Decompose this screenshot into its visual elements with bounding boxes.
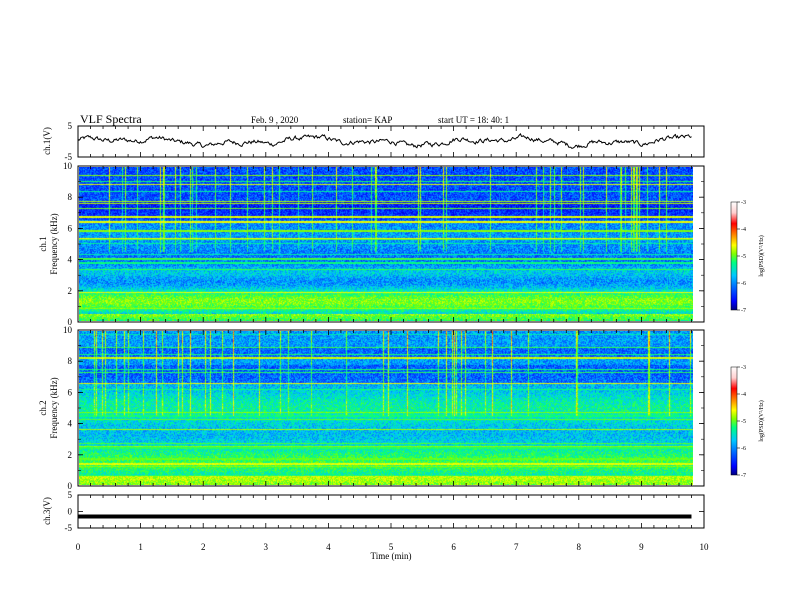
ch1-colorbar-label: log(PSD)(V²/Hz) (758, 235, 765, 276)
ch1-freq-tick-label: 10 (63, 161, 73, 171)
ch1-waveform-line (77, 133, 692, 149)
ch1-y-axis-label: ch.1(V) (42, 127, 52, 155)
x-tick-label: 1 (138, 542, 143, 552)
ch1-spectrogram-channel-label: ch.1 (38, 236, 48, 251)
ch2-colorbar-tick-label: -7 (741, 473, 746, 479)
ch1-freq-tick-label: 8 (68, 192, 73, 202)
figure-title: VLF Spectra (80, 112, 142, 126)
x-tick-label: 3 (264, 542, 269, 552)
station-label: station= KAP (343, 115, 393, 125)
ch2-freq-tick-label: 2 (68, 450, 73, 460)
x-axis-label: Time (min) (371, 551, 412, 561)
ch2-colorbar-tick-label: -3 (741, 365, 746, 371)
x-tick-label: 10 (700, 542, 710, 552)
x-tick-label: 0 (76, 542, 81, 552)
x-tick-label: 7 (514, 542, 519, 552)
ch2-colorbar (730, 366, 738, 476)
ch1-colorbar-tick-label: -7 (741, 308, 746, 314)
ch1-freq-tick-label: 0 (68, 317, 73, 327)
ch2-freq-tick-label: 8 (68, 356, 73, 366)
ch1-colorbar-tick-label: -3 (741, 200, 746, 206)
ch1-freq-tick-label: 4 (68, 255, 73, 265)
ch1-y-tick-label: -5 (65, 152, 73, 162)
ch2-colorbar-label: log(PSD)(V²/Hz) (758, 400, 765, 441)
ch2-freq-tick-label: 6 (68, 387, 73, 397)
ch1-colorbar-tick-label: -6 (741, 281, 746, 287)
ch2-spectrogram-channel-label: ch.2 (38, 400, 48, 415)
x-tick-label: 8 (577, 542, 582, 552)
x-tick-label: 4 (326, 542, 331, 552)
ch1-freq-tick-label: 6 (68, 223, 73, 233)
date-label: Feb. 9 , 2020 (251, 115, 299, 125)
ch2-colorbar-tick-label: -4 (741, 392, 746, 398)
ch2-freq-tick-label: 10 (63, 325, 73, 335)
ch2-spectrogram (79, 331, 693, 485)
ch1-colorbar-tick-label: -5 (741, 254, 746, 260)
start-time-label: start UT = 18: 40: 1 (438, 115, 510, 125)
ch1-colorbar (730, 201, 738, 311)
ch3-y-tick-label: 0 (68, 507, 73, 517)
ch1-y-tick-label: 5 (68, 121, 73, 131)
ch1-freq-tick-label: 2 (68, 286, 73, 296)
x-tick-label: 9 (639, 542, 644, 552)
ch3-y-tick-label: -5 (65, 523, 73, 533)
x-tick-label: 2 (201, 542, 206, 552)
ch2-freq-tick-label: 0 (68, 481, 73, 491)
ch2-spectrogram-y-axis-label: Frequency (kHz) (49, 377, 59, 438)
ch3-y-axis-label: ch.3(V) (42, 497, 52, 525)
ch2-colorbar-tick-label: -5 (741, 419, 746, 425)
ch3-y-tick-label: 5 (68, 490, 73, 500)
ch1-spectrogram (79, 167, 693, 321)
ch1-colorbar-tick-label: -4 (741, 227, 746, 233)
ch1-spectrogram-y-axis-label: Frequency (kHz) (49, 213, 59, 274)
ch2-colorbar-tick-label: -6 (741, 446, 746, 452)
x-tick-label: 6 (451, 542, 456, 552)
x-tick-label: 5 (389, 542, 394, 552)
ch2-freq-tick-label: 4 (68, 419, 73, 429)
